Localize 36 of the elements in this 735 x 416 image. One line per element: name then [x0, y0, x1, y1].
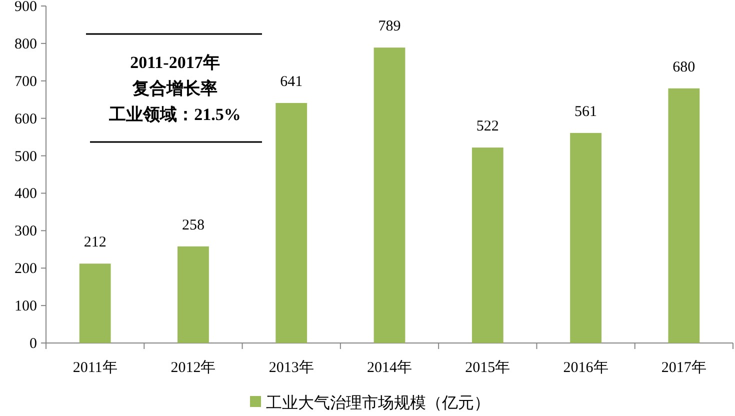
y-tick-label: 800: [14, 36, 37, 52]
annotation-box: 2011-2017年 复合增长率 工业领域：21.5%: [86, 33, 262, 143]
y-tick-label: 900: [14, 0, 37, 15]
x-tick-label: 2015年: [465, 359, 510, 376]
bar: [178, 246, 209, 343]
x-tick-label: 2017年: [661, 359, 706, 376]
y-tick-label: 500: [14, 148, 37, 165]
annotation: 2011-2017年: [130, 53, 220, 72]
data-label: 680: [672, 59, 696, 76]
x-tick-label: 2011年: [72, 359, 118, 376]
y-tick-label: 600: [14, 111, 37, 128]
data-label: 561: [574, 104, 598, 120]
bar: [79, 264, 111, 343]
data-label: 258: [182, 217, 204, 234]
bar: [276, 102, 308, 343]
y-tick-label: 400: [14, 186, 37, 202]
data-label: 789: [378, 18, 401, 35]
data-label: 522: [476, 118, 499, 135]
x-tick-label: 2014年: [367, 359, 412, 376]
y-tick-label: 0: [30, 336, 37, 352]
x-tick-label: 2016年: [563, 359, 608, 376]
y-tick-label: 200: [14, 261, 37, 278]
bar: [374, 48, 406, 343]
data-label: 212: [84, 234, 106, 251]
bar: [570, 132, 602, 343]
y-tick-label: 700: [14, 74, 37, 90]
y-tick-label: 100: [14, 298, 37, 315]
bar: [668, 88, 700, 343]
x-tick-label: 2012年: [170, 359, 216, 376]
data-label: 641: [280, 74, 303, 90]
bar: [472, 148, 504, 343]
legend-label: 工业大气治理市场规模（亿元）: [266, 394, 490, 412]
annotation: 复合增长率: [132, 79, 218, 98]
annotation: 工业领域：21.5%: [108, 105, 241, 124]
x-tick-label: 2013年: [268, 359, 314, 376]
y-tick-label: 300: [14, 224, 37, 240]
